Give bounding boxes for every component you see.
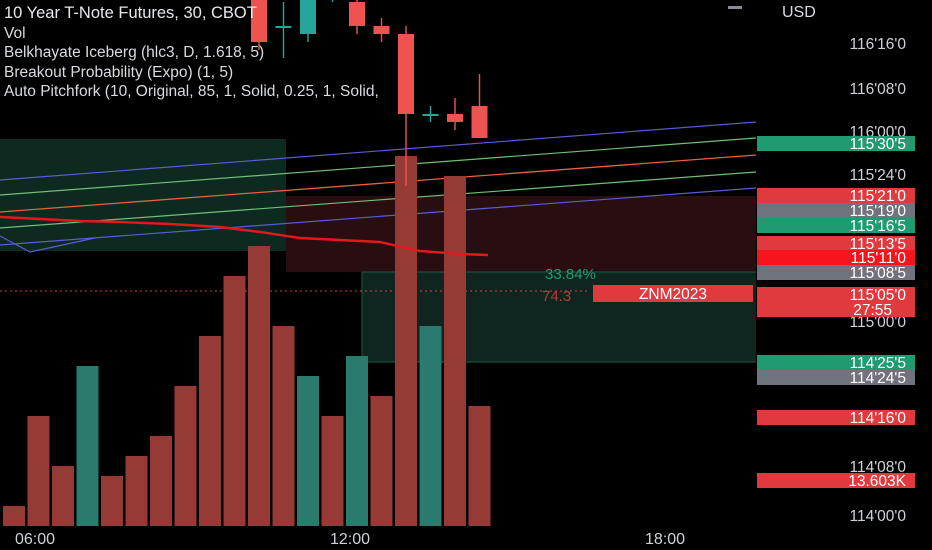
price-label-box: [757, 265, 915, 280]
volume-bar: [199, 336, 221, 526]
candle-body: [422, 114, 439, 116]
price-label-box: [757, 136, 915, 151]
breakout-zone-red: [286, 196, 756, 272]
price-label-box: [757, 250, 915, 265]
breakout-probability-label: 33.84%: [545, 266, 596, 283]
price-label-text: 115'30'5: [850, 136, 907, 153]
price-labels: 115'30'5 115'21'0115'19'0115'16'5115'13'5…: [593, 136, 915, 490]
price-label-box: [757, 218, 915, 233]
indicator-breakout[interactable]: Breakout Probability (Expo) (1, 5): [4, 63, 234, 81]
price-label-text: 114'25'5: [850, 355, 907, 372]
indicator-pitchfork[interactable]: Auto Pitchfork (10, Original, 85, 1, Sol…: [4, 83, 379, 100]
moving-average-layer: [0, 215, 489, 257]
candle-body: [471, 106, 488, 138]
pitchfork-line: [0, 121, 757, 181]
volume-bar: [395, 156, 417, 526]
price-label-text: 115'08'5: [850, 265, 907, 282]
volume-bars: [3, 156, 491, 526]
price-axis-tick: 116'16'0: [850, 36, 907, 53]
price-axis[interactable]: 116'16'0116'08'0116'00'0115'24'0115'00'0…: [850, 36, 907, 525]
time-axis-tick: 06:00: [15, 531, 55, 548]
pitchfork-line: [0, 187, 757, 246]
symbol-title[interactable]: 10 Year T-Note Futures, 30, CBOT: [4, 4, 257, 22]
volume-bar: [370, 396, 393, 526]
price-label-box: [757, 370, 915, 385]
pitchfork-layer: [0, 121, 757, 253]
price-label-text: 114'16'0: [850, 410, 907, 427]
candle-body: [447, 114, 463, 122]
volume-bar: [52, 466, 74, 526]
candlesticks: [251, 0, 488, 186]
price-label-text: 115'11'0: [851, 250, 907, 267]
chart-background-layer: [0, 139, 756, 363]
price-label-box: [757, 203, 915, 218]
time-axis[interactable]: 06:00 12:00 18:00: [15, 531, 685, 548]
moving-average-line: [0, 215, 489, 257]
time-axis-tick: 12:00: [330, 531, 370, 548]
price-label-text: 13.603K: [848, 473, 906, 490]
price-label-text: 115'05'0: [850, 287, 907, 304]
price-axis-tick: 114'00'0: [850, 508, 907, 525]
volume-bar: [101, 476, 123, 526]
volume-bar: [444, 176, 466, 526]
price-label-text: 115'21'0: [850, 188, 907, 205]
price-label-text: 115'19'0: [850, 203, 907, 220]
price-axis-tick: 115'24'0: [850, 167, 907, 184]
volume-bar: [27, 416, 50, 526]
price-label-box: [757, 287, 915, 317]
time-axis-tick: 18:00: [645, 531, 685, 548]
price-label-box: [757, 236, 915, 251]
volume-bar: [150, 436, 172, 526]
countdown-text: 27:55: [853, 302, 892, 319]
indicator-iceberg[interactable]: Belkhayate Iceberg (hlc3, D, 1.618, 5): [4, 44, 265, 61]
volume-bar: [76, 366, 99, 526]
candle-body: [251, 0, 267, 42]
volume-bar: [321, 416, 344, 526]
pitchfork-line: [0, 137, 757, 196]
price-label-box: [757, 473, 915, 488]
symbol-tag-text: ZNM2023: [639, 286, 707, 303]
price-axis-tick: 115'00'0: [850, 314, 907, 331]
pitchfork-line: [0, 171, 757, 229]
chart-legend: 10 Year T-Note Futures, 30, CBOT Vol Bel…: [4, 4, 379, 102]
candle-body: [398, 34, 414, 114]
price-label-text: 114'24'5: [850, 370, 907, 387]
price-label-box: [757, 355, 915, 370]
currency-label[interactable]: USD: [782, 4, 816, 21]
breakout-annotations: 33.84% 74.3: [542, 266, 596, 305]
price-axis-tick: 116'08'0: [850, 81, 907, 98]
price-axis-tick: 114'08'0: [850, 459, 907, 476]
symbol-tag-box: [593, 285, 753, 302]
indicator-vol[interactable]: Vol: [4, 24, 26, 42]
pitchfork-line: [0, 154, 757, 213]
candle-body: [373, 26, 390, 34]
price-label-text: 115'16'5: [850, 218, 907, 235]
price-label-box: [757, 410, 915, 425]
volume-bar: [3, 506, 25, 526]
volume-bar: [174, 386, 197, 526]
volume-bar: [248, 246, 270, 526]
volume-bar: [346, 356, 368, 526]
volume-bar: [419, 326, 442, 526]
collapse-legend-icon[interactable]: [728, 6, 742, 9]
volume-bar: [223, 276, 246, 526]
pitchfork-handle: [0, 235, 31, 253]
candle-body: [275, 26, 292, 28]
price-label-box: [757, 188, 915, 203]
volume-bar: [272, 326, 295, 526]
candle-body: [300, 0, 316, 34]
breakout-zone-upper: [0, 139, 286, 251]
volume-bar: [125, 456, 148, 526]
volume-bar: [468, 406, 491, 526]
pitchfork-handle: [29, 237, 96, 253]
breakout-probability-label: 74.3: [542, 288, 571, 305]
candle-body: [349, 1, 365, 26]
price-label-text: 115'13'5: [850, 236, 907, 253]
volume-bar: [297, 376, 319, 526]
